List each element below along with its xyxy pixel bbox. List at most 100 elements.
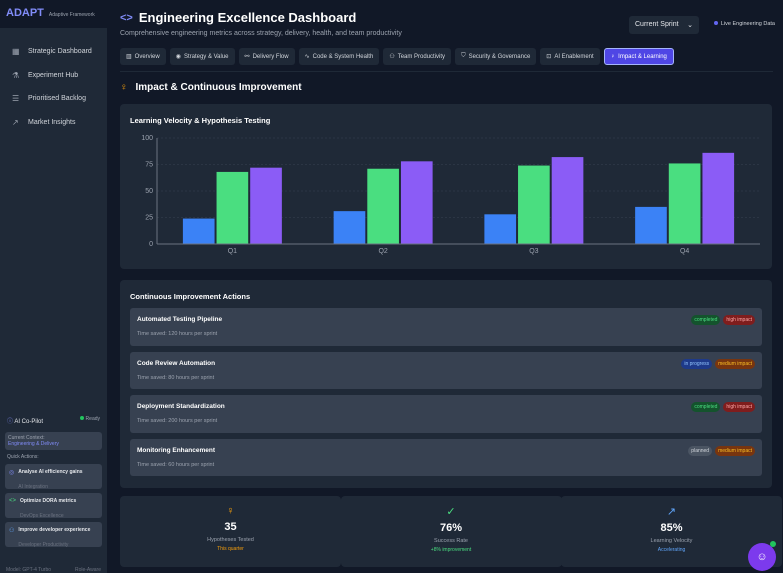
x-tick-label: Q1 [228,248,237,255]
stat-sub: This quarter [217,546,244,552]
copilot-title-text: AI Co-Pilot [14,419,44,425]
sidebar-item-label: Strategic Dashboard [28,48,92,56]
time-saved: Time saved: 120 hours per sprint [137,331,218,337]
improvement-item[interactable]: Automated Testing Pipeline Time saved: 12… [130,308,762,346]
bar-q1-series-2 [216,171,249,244]
tab-icon: ◉ [175,54,181,60]
ai-copilot-panel: ⓘ AI Co-Pilot Ready Current Context: Engin… [0,412,107,551]
improvement-title: Continuous Improvement Actions [130,292,251,301]
bar-q2-series-3 [400,161,433,244]
time-saved: Time saved: 60 hours per sprint [137,461,215,468]
sidebar-nav: ▦ Strategic Dashboard ⚗ Experiment Hub ☰ Pr… [0,28,107,134]
bar-q3-series-3 [551,157,584,244]
stat-label: Success Rate [434,538,468,544]
stat-sub: +8% improvement [430,547,472,553]
stat-value: 85% [660,522,683,534]
flask-icon: ⚗ [12,70,20,80]
bar-chart: 0 25 50 75 100 Q1 Q2 Q3 Q4 [141,135,760,255]
tab-code-system-health[interactable]: ∿ Code & System Health [298,48,380,65]
tab-impact-learning[interactable]: ♀ Impact & Learning [603,48,674,65]
page-header: <> Engineering Excellence Dashboard Compr… [120,10,783,37]
stat-card: ♀ 35 Hypotheses Tested This quarter [120,496,341,567]
quick-action-title: Optimize DORA metrics [20,498,77,504]
page-title: Engineering Excellence Dashboard [138,10,357,25]
improvement-actions-card: Continuous Improvement Actions Automated… [120,280,772,488]
tab-security-governance[interactable]: ⛉ Security & Governance [455,48,537,65]
improvement-name: Deployment Standardization [137,403,225,410]
time-saved: Time saved: 80 hours per sprint [137,374,215,381]
tab-icon: ♀ [610,53,616,60]
improvement-item[interactable]: Deployment Standardization Time saved: 20… [130,395,762,433]
bar-q3-series-2 [518,165,550,244]
tab-ai-enablement[interactable]: ⊡ AI Enablement [540,48,600,65]
tab-team-productivity[interactable]: ⚇ Team Productivity [383,48,452,65]
copilot-fab-button[interactable]: ☺ [748,543,776,571]
stat-sub: Accelerating [657,547,686,553]
copilot-icon: ⓘ [7,419,15,425]
tab-delivery-flow[interactable]: ⚯ Delivery Flow [238,48,295,65]
y-tick-label: 75 [145,162,153,169]
tab-strategy-value[interactable]: ◉ Strategy & Value [169,48,235,65]
brand: ADAPT Adaptive Framework [0,0,107,28]
tab-label: Delivery Flow [252,53,289,60]
tab-label: Team Productivity [397,53,446,60]
trending-up-icon: ↗ [12,117,19,127]
online-dot [770,541,776,547]
robot-icon: ☺ [756,551,768,563]
tab-label: AI Enablement [554,53,594,60]
tab-overview[interactable]: ▥ Overview [120,48,166,65]
sidebar: ADAPT Adaptive Framework ▦ Strategic Dashb… [0,0,107,573]
stat-label: Hypotheses Tested [207,537,254,543]
stat-card: ↗ 85% Learning Velocity Accelerating [561,496,782,567]
model-mode: Role-Aware [74,567,101,573]
quick-action-dora[interactable]: <> Optimize DORA metrics DevOps Excellence [5,493,102,519]
bar-q4-series-2 [668,163,701,244]
y-tick-label: 0 [149,241,153,248]
improvement-name: Monitoring Enhancement [137,446,215,454]
quick-action-ai-efficiency[interactable]: ◎ Analyse AI efficiency gains AI Integrati… [5,464,102,490]
bar-q4-series-3 [702,152,735,244]
x-tick-label: Q2 [378,248,387,255]
sidebar-item-label: Market Insights [28,118,76,126]
bar-q2-series-1 [333,211,366,244]
check-circle-icon: ✓ [446,506,456,518]
quick-action-sub: AI Integration [18,484,48,490]
impact-badge: high impact [723,315,755,325]
sidebar-item-experiment-hub[interactable]: ⚗ Experiment Hub [0,64,107,88]
brand-name: ADAPT [6,7,44,19]
tab-icon: ▥ [126,54,132,60]
status-badge: in progress [681,358,713,369]
code-icon: <> [120,11,133,24]
bar-q2-series-2 [367,168,399,244]
quick-action-title: Improve developer experience [18,527,91,533]
trending-up-icon: ↗ [666,506,677,518]
tab-label: Overview [134,53,160,60]
bar-q1-series-3 [250,167,282,244]
lightbulb-icon: ♀ [120,82,128,93]
tab-bar: ▥ Overview ◉ Strategy & Value ⚯ Delivery Flow… [120,48,674,65]
copilot-status: Ready [80,416,100,425]
stat-value: 35 [224,521,237,533]
improvement-item[interactable]: Code Review Automation Time saved: 80 hou… [130,351,762,389]
quick-action-devex[interactable]: ⚇ Improve developer experience Developer P… [5,522,102,548]
sidebar-item-strategic-dashboard[interactable]: ▦ Strategic Dashboard [0,40,107,64]
bar-q3-series-1 [484,214,517,244]
period-value: Current Sprint [635,21,679,28]
live-indicator: Live Engineering Data [714,21,775,27]
improvement-item[interactable]: Monitoring Enhancement Time saved: 60 hou… [130,438,762,476]
period-select[interactable]: Current Sprint ⌄ [629,16,699,34]
model-name: Model: GPT-4 Turbo [6,567,52,573]
sidebar-item-label: Prioritised Backlog [28,95,86,103]
y-tick-label: 100 [141,135,153,142]
stat-card: ✓ 76% Success Rate +8% improvement [340,496,562,567]
tab-icon: ⛉ [461,53,466,59]
improvement-name: Automated Testing Pipeline [137,316,223,323]
y-tick-label: 25 [145,215,153,222]
sidebar-item-prioritised-backlog[interactable]: ☰ Prioritised Backlog [0,87,107,111]
stat-value: 76% [439,522,463,534]
sidebar-item-label: Experiment Hub [28,71,79,79]
quick-action-sub: Developer Productivity [18,542,69,548]
tab-label: Code & System Health [312,53,374,60]
lightbulb-icon: ♀ [226,505,235,517]
sidebar-item-market-insights[interactable]: ↗ Market Insights [0,111,107,135]
